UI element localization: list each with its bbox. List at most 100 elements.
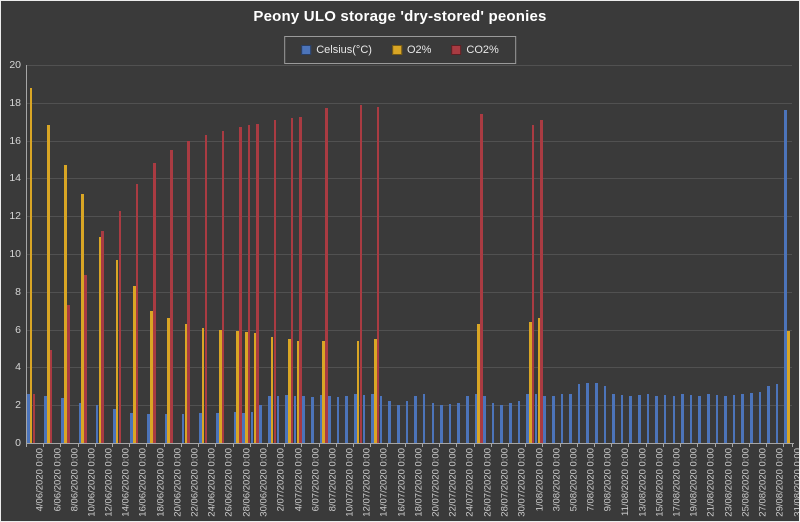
y-tick-label: 2 (15, 399, 21, 412)
legend-label-o2: O2% (406, 44, 432, 56)
bar-celsius (61, 397, 64, 443)
bar-co2 (204, 134, 208, 443)
x-tick-label: 2/07/2020 0:00 (275, 448, 287, 512)
x-tick (525, 443, 527, 447)
x-tick (284, 443, 286, 447)
chart-legend: Celsius(°C) O2% CO2% (284, 36, 516, 64)
bar-o2 (374, 339, 377, 443)
bar-celsius (767, 386, 770, 443)
bar-celsius (517, 401, 521, 443)
legend-item-co2: CO2% (451, 44, 499, 56)
bar-co2 (247, 125, 251, 443)
bar-co2 (540, 119, 543, 443)
bar-celsius (483, 395, 486, 443)
bar-co2 (376, 106, 380, 443)
bar-celsius (259, 405, 262, 443)
gridline (26, 65, 792, 66)
bar-o2 (46, 125, 50, 443)
bar-celsius (491, 403, 495, 443)
x-tick-label: 19/08/2020 0:00 (688, 448, 700, 517)
legend-item-o2: O2% (391, 44, 432, 56)
x-tick (714, 443, 716, 447)
bar-celsius (526, 393, 529, 443)
bar-celsius (569, 393, 572, 443)
co2-series-swatch-icon (451, 45, 462, 55)
bar-o2 (236, 331, 239, 443)
x-tick-label: 22/06/2020 0:00 (189, 448, 201, 517)
x-tick (456, 443, 458, 447)
x-tick (318, 443, 320, 447)
bar-celsius (457, 403, 460, 443)
bar-co2 (118, 210, 122, 443)
x-tick (594, 443, 596, 447)
x-tick (490, 443, 492, 447)
bar-celsius (534, 393, 538, 443)
x-tick (697, 443, 699, 447)
gridline (26, 140, 792, 142)
gridline (26, 405, 792, 407)
bar-o2 (244, 332, 248, 443)
bar-o2 (528, 322, 532, 443)
bar-o2 (201, 327, 205, 443)
bar-celsius (336, 396, 340, 443)
bar-co2 (187, 140, 191, 443)
x-tick (439, 443, 441, 447)
x-axis-line (26, 443, 794, 444)
x-tick (783, 443, 785, 447)
x-tick (232, 443, 234, 447)
y-axis-line (26, 65, 27, 443)
bar-celsius (113, 408, 116, 443)
x-tick-label: 18/06/2020 0:00 (155, 448, 167, 517)
bar-celsius (638, 394, 641, 443)
bar-celsius (431, 403, 435, 443)
x-tick-label: 26/06/2020 0:00 (224, 448, 236, 517)
bar-o2 (219, 329, 222, 443)
gridline (26, 178, 792, 180)
bar-o2 (81, 193, 84, 443)
bar-celsius (311, 396, 314, 443)
x-tick (792, 443, 793, 447)
bar-celsius (552, 395, 555, 443)
x-tick (180, 443, 182, 447)
x-tick-label: 12/06/2020 0:00 (103, 448, 115, 517)
bar-co2 (325, 107, 328, 443)
y-tick-label: 16 (9, 134, 21, 147)
bar-o2 (184, 323, 188, 443)
x-tick-label: 6/07/2020 0:00 (310, 448, 322, 512)
x-tick (266, 443, 268, 447)
bar-celsius (302, 395, 305, 443)
x-tick-label: 4/06/2020 0:00 (34, 448, 46, 512)
x-tick-label: 14/07/2020 0:00 (379, 448, 391, 517)
y-tick-label: 4 (15, 361, 21, 374)
bar-celsius (414, 395, 417, 443)
bar-celsius (784, 110, 787, 443)
bar-celsius (164, 413, 168, 443)
bar-celsius (130, 412, 133, 443)
bar-co2 (273, 119, 277, 443)
x-tick (387, 443, 389, 447)
x-tick (94, 443, 96, 447)
x-tick-label: 3/08/2020 0:00 (551, 448, 563, 512)
x-tick-label: 8/06/2020 0:00 (69, 448, 81, 512)
y-tick-label: 18 (9, 96, 21, 109)
bar-celsius (646, 393, 650, 443)
x-tick (146, 443, 148, 447)
bar-celsius (629, 395, 633, 443)
bar-celsius (216, 412, 219, 443)
x-tick (129, 443, 131, 447)
bar-celsius (620, 394, 624, 443)
x-tick-label: 16/06/2020 0:00 (138, 448, 150, 517)
bar-celsius (681, 393, 684, 443)
bar-celsius (405, 401, 409, 443)
bar-co2 (66, 305, 70, 443)
x-tick (43, 443, 45, 447)
bar-o2 (296, 340, 300, 443)
bar-o2 (29, 87, 33, 443)
x-tick-label: 30/06/2020 0:00 (258, 448, 270, 517)
bar-celsius (267, 395, 271, 443)
bar-o2 (322, 340, 325, 443)
bar-celsius (715, 394, 719, 443)
x-tick (163, 443, 165, 447)
x-tick (112, 443, 114, 447)
